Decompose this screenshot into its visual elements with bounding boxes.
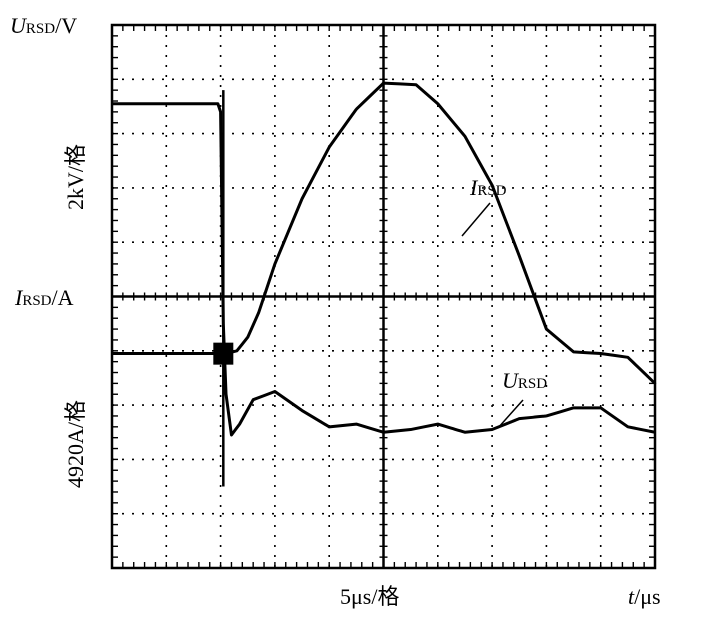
y-top-label: URSD/V bbox=[10, 13, 77, 38]
x-scale-label: 5μs/格 bbox=[340, 584, 399, 609]
series-u-rsd-line bbox=[112, 102, 656, 437]
i-rsd-callout-line bbox=[461, 202, 491, 237]
u-rsd-label: URSD bbox=[502, 368, 547, 393]
series-i-rsd-line bbox=[111, 81, 657, 385]
traces bbox=[111, 81, 657, 487]
grid bbox=[111, 24, 656, 569]
u-rsd-callout-line bbox=[497, 399, 524, 429]
y-mid-label: IRSD/A bbox=[14, 285, 74, 310]
i-rsd-label: IRSD bbox=[469, 175, 507, 200]
y-top-scale: 2kV/格 bbox=[63, 144, 88, 210]
plot-frame bbox=[110, 23, 657, 570]
y-bottom-scale: 4920A/格 bbox=[63, 400, 88, 488]
x-axis-label: t/μs bbox=[628, 584, 661, 609]
